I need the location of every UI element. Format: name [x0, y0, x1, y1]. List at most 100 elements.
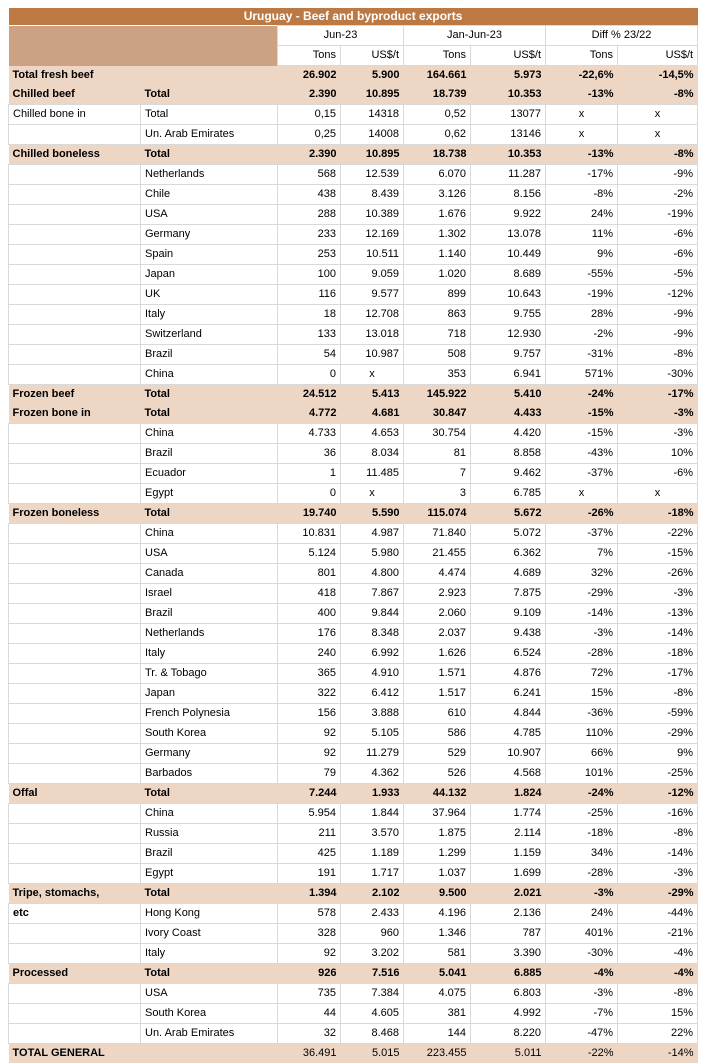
country-cell: Total — [141, 884, 278, 904]
value-cell: 4.689 — [471, 564, 546, 584]
value-cell: 400 — [278, 604, 341, 624]
value-cell: 10% — [618, 444, 698, 464]
value-cell: 2.923 — [404, 584, 471, 604]
value-cell: -4% — [618, 964, 698, 984]
value-cell: 176 — [278, 624, 341, 644]
value-cell: x — [341, 484, 404, 504]
value-cell: 9.109 — [471, 604, 546, 624]
value-cell: 28% — [546, 305, 618, 325]
column-group-janjun23: Jan-Jun-23 — [404, 26, 546, 46]
value-cell: 1.394 — [278, 884, 341, 904]
category-cell — [9, 944, 141, 964]
value-cell: 9.462 — [471, 464, 546, 484]
value-cell: 1.875 — [404, 824, 471, 844]
value-cell: -6% — [618, 245, 698, 265]
value-cell: -3% — [546, 884, 618, 904]
value-cell: -12% — [618, 285, 698, 305]
value-cell: -55% — [546, 265, 618, 285]
country-cell: Netherlands — [141, 624, 278, 644]
value-cell: 5.954 — [278, 804, 341, 824]
value-cell: 568 — [278, 165, 341, 185]
value-cell: -17% — [618, 385, 698, 405]
value-cell: 4.474 — [404, 564, 471, 584]
value-cell: 44.132 — [404, 784, 471, 804]
category-cell — [9, 544, 141, 564]
column-group-row: Jun-23 Jan-Jun-23 Diff % 23/22 — [9, 26, 698, 46]
country-cell: Chile — [141, 185, 278, 205]
value-cell: 526 — [404, 764, 471, 784]
value-cell: x — [546, 105, 618, 125]
value-cell: -26% — [546, 504, 618, 524]
value-cell: 115.074 — [404, 504, 471, 524]
value-cell: -17% — [546, 165, 618, 185]
value-cell: 6.785 — [471, 484, 546, 504]
value-cell: 18.738 — [404, 145, 471, 165]
value-cell: 92 — [278, 944, 341, 964]
country-cell: Un. Arab Emirates — [141, 125, 278, 145]
value-cell: 14008 — [341, 125, 404, 145]
value-cell: -36% — [546, 704, 618, 724]
category-cell — [9, 704, 141, 724]
value-cell: -29% — [546, 584, 618, 604]
value-cell: 144 — [404, 1024, 471, 1044]
value-cell: 10.511 — [341, 245, 404, 265]
category-cell — [9, 185, 141, 205]
value-cell: 13077 — [471, 105, 546, 125]
category-cell — [9, 604, 141, 624]
country-cell: Egypt — [141, 864, 278, 884]
value-cell: -8% — [618, 145, 698, 165]
value-cell: 8.439 — [341, 185, 404, 205]
value-cell: 164.661 — [404, 66, 471, 86]
country-cell: Total — [141, 385, 278, 405]
value-cell: -28% — [546, 864, 618, 884]
value-cell: -8% — [618, 984, 698, 1004]
value-cell: 1.517 — [404, 684, 471, 704]
table-title: Uruguay - Beef and byproduct exports — [9, 8, 698, 26]
country-cell: Total — [141, 105, 278, 125]
value-cell: 6.362 — [471, 544, 546, 564]
value-cell: 24% — [546, 904, 618, 924]
value-cell: 4.605 — [341, 1004, 404, 1024]
value-cell: -22,6% — [546, 66, 618, 86]
value-cell: 10.353 — [471, 85, 546, 105]
country-cell: China — [141, 804, 278, 824]
value-cell: 401% — [546, 924, 618, 944]
country-cell: Ivory Coast — [141, 924, 278, 944]
country-cell: South Korea — [141, 1004, 278, 1024]
value-cell: 4.196 — [404, 904, 471, 924]
country-cell: Barbados — [141, 764, 278, 784]
value-cell: 4.992 — [471, 1004, 546, 1024]
value-cell: -47% — [546, 1024, 618, 1044]
country-cell: Brazil — [141, 604, 278, 624]
value-cell: 4.876 — [471, 664, 546, 684]
value-cell: -22% — [618, 524, 698, 544]
value-cell: 223.455 — [404, 1044, 471, 1063]
value-cell: 529 — [404, 744, 471, 764]
export-table-sheet: Uruguay - Beef and byproduct exports Jun… — [8, 8, 697, 1063]
country-cell: Total — [141, 784, 278, 804]
country-cell: Brazil — [141, 345, 278, 365]
category-cell: Processed — [9, 964, 141, 984]
value-cell: 586 — [404, 724, 471, 744]
category-cell: Frozen bone in — [9, 404, 141, 424]
value-cell: 7% — [546, 544, 618, 564]
value-cell: 4.681 — [341, 404, 404, 424]
category-cell — [9, 664, 141, 684]
value-cell: 2.390 — [278, 85, 341, 105]
value-cell: 2.102 — [341, 884, 404, 904]
value-cell: 581 — [404, 944, 471, 964]
value-cell: 9.500 — [404, 884, 471, 904]
